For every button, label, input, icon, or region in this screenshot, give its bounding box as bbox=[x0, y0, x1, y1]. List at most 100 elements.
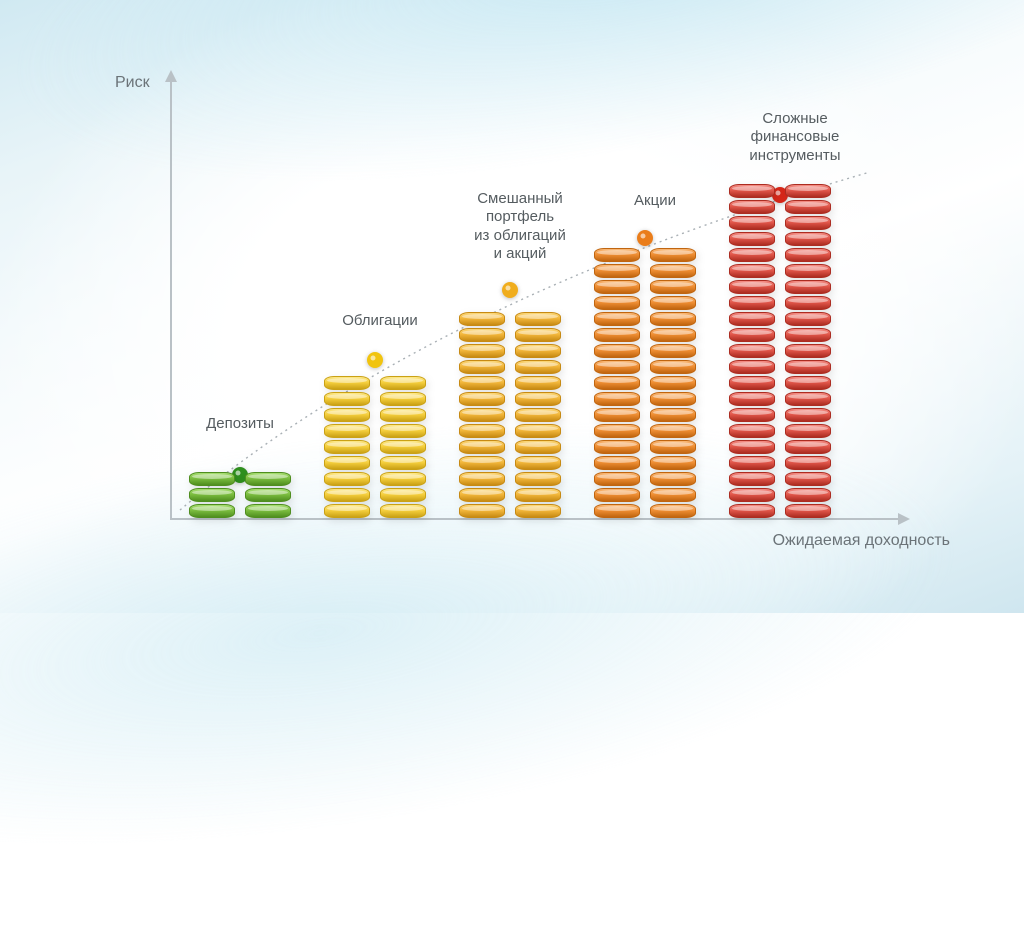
coin bbox=[650, 376, 696, 390]
coin bbox=[785, 280, 831, 294]
axis-x-arrow bbox=[898, 513, 910, 525]
coin-column bbox=[594, 246, 640, 518]
category-label-complex: Сложные финансовые инструменты bbox=[720, 110, 870, 165]
coin bbox=[594, 424, 640, 438]
coin bbox=[380, 408, 426, 422]
coin bbox=[459, 488, 505, 502]
coin bbox=[650, 408, 696, 422]
coin bbox=[785, 296, 831, 310]
coin bbox=[650, 344, 696, 358]
coin bbox=[515, 472, 561, 486]
coin bbox=[324, 408, 370, 422]
coin bbox=[594, 392, 640, 406]
coin bbox=[729, 424, 775, 438]
coin bbox=[594, 264, 640, 278]
coin bbox=[380, 488, 426, 502]
axis-x-label: Ожидаемая доходность bbox=[773, 532, 950, 550]
coin bbox=[459, 360, 505, 374]
coin bbox=[785, 392, 831, 406]
coin bbox=[729, 472, 775, 486]
category-label-deposits: Депозиты bbox=[185, 415, 295, 433]
coin bbox=[594, 360, 640, 374]
coin bbox=[729, 488, 775, 502]
coin bbox=[324, 456, 370, 470]
coin bbox=[650, 312, 696, 326]
coin bbox=[459, 312, 505, 326]
coin bbox=[324, 376, 370, 390]
coin-column bbox=[785, 182, 831, 518]
coin bbox=[729, 296, 775, 310]
curve-dot-highlight bbox=[236, 471, 241, 476]
curve-dot-highlight bbox=[641, 234, 646, 239]
coin bbox=[594, 328, 640, 342]
category-label-bonds: Облигации bbox=[320, 312, 440, 330]
coin bbox=[785, 312, 831, 326]
coin bbox=[380, 424, 426, 438]
coin bbox=[729, 280, 775, 294]
risk-return-chart: Риск Ожидаемая доходность ДепозитыОблига… bbox=[170, 80, 890, 520]
coin bbox=[245, 504, 291, 518]
coin bbox=[729, 328, 775, 342]
coin bbox=[650, 280, 696, 294]
coin bbox=[459, 440, 505, 454]
coin bbox=[785, 248, 831, 262]
coin bbox=[650, 360, 696, 374]
coin bbox=[459, 392, 505, 406]
coin bbox=[594, 456, 640, 470]
coin bbox=[459, 472, 505, 486]
coin-column bbox=[459, 310, 505, 518]
axis-x bbox=[170, 518, 900, 520]
coin-column bbox=[189, 470, 235, 518]
coin bbox=[729, 504, 775, 518]
coin bbox=[594, 312, 640, 326]
coin bbox=[324, 472, 370, 486]
coin bbox=[785, 344, 831, 358]
coin bbox=[729, 440, 775, 454]
coin bbox=[785, 440, 831, 454]
axis-y bbox=[170, 80, 172, 520]
coin bbox=[785, 472, 831, 486]
coin bbox=[594, 248, 640, 262]
coin bbox=[459, 328, 505, 342]
curve-dot-bonds bbox=[367, 352, 383, 368]
coin bbox=[380, 376, 426, 390]
coin bbox=[785, 264, 831, 278]
coin bbox=[515, 312, 561, 326]
coin bbox=[324, 392, 370, 406]
curve-dot-mixed bbox=[502, 282, 518, 298]
curve-dot-highlight bbox=[506, 286, 511, 291]
coin bbox=[515, 408, 561, 422]
coin bbox=[380, 440, 426, 454]
coin bbox=[650, 264, 696, 278]
coin bbox=[729, 312, 775, 326]
coin bbox=[729, 216, 775, 230]
coin bbox=[729, 248, 775, 262]
coin-column bbox=[729, 182, 775, 518]
coin bbox=[785, 184, 831, 198]
curve-dot-highlight bbox=[776, 191, 781, 196]
coin-column bbox=[515, 310, 561, 518]
coin bbox=[245, 488, 291, 502]
coin bbox=[594, 440, 640, 454]
coin bbox=[729, 344, 775, 358]
coin bbox=[729, 232, 775, 246]
coin bbox=[650, 472, 696, 486]
coin bbox=[785, 504, 831, 518]
coin bbox=[459, 504, 505, 518]
coin bbox=[729, 360, 775, 374]
coin bbox=[594, 344, 640, 358]
coin bbox=[459, 456, 505, 470]
category-label-stocks: Акции bbox=[615, 192, 695, 210]
coin bbox=[515, 344, 561, 358]
coin bbox=[650, 488, 696, 502]
axis-y-label: Риск bbox=[115, 74, 150, 92]
coin bbox=[785, 232, 831, 246]
coin bbox=[594, 488, 640, 502]
coin-column bbox=[245, 470, 291, 518]
coin bbox=[785, 456, 831, 470]
coin bbox=[515, 456, 561, 470]
axis-y-arrow bbox=[165, 70, 177, 82]
coin bbox=[459, 376, 505, 390]
coin bbox=[650, 424, 696, 438]
coin-column bbox=[380, 374, 426, 518]
